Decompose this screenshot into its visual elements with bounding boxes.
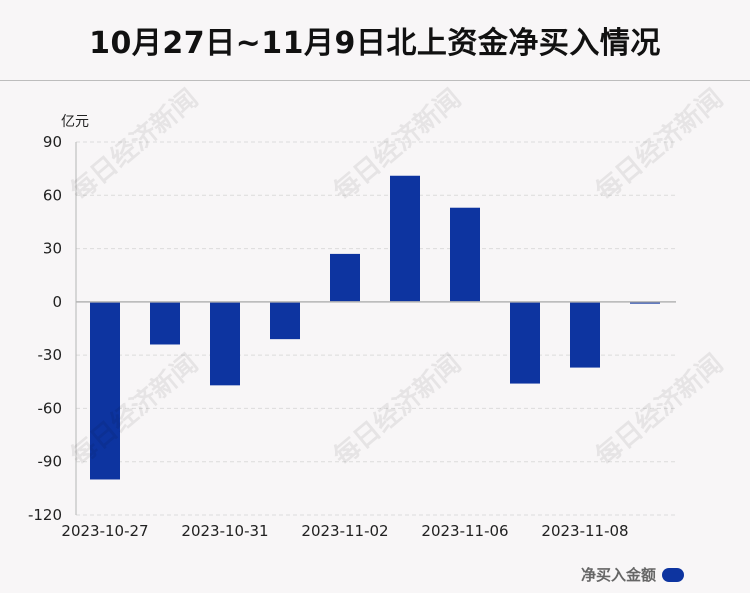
x-tick-label: 2023-10-31 <box>181 522 268 540</box>
y-tick-label: -90 <box>38 453 63 471</box>
x-tick-label: 2023-11-08 <box>541 522 628 540</box>
bar <box>210 301 240 386</box>
y-tick-label: -120 <box>28 506 62 524</box>
y-tick-label: 90 <box>43 133 62 151</box>
bar <box>270 301 300 340</box>
title-bar: 10月27日~11月9日北上资金净买入情况 <box>0 0 750 80</box>
bar <box>630 301 660 304</box>
legend: 净买入金额 <box>581 564 684 585</box>
x-tick-label: 2023-10-27 <box>61 522 148 540</box>
legend-label: 净买入金额 <box>580 566 656 584</box>
bar <box>450 207 480 302</box>
y-tick-label: 60 <box>43 186 62 204</box>
chart-title: 10月27日~11月9日北上资金净买入情况 <box>89 26 661 61</box>
y-tick-label: 0 <box>52 293 62 311</box>
bar <box>510 301 540 384</box>
y-tick-label: 30 <box>43 240 62 258</box>
bar <box>390 175 420 302</box>
title-divider <box>0 80 750 81</box>
y-tick-label: -60 <box>38 399 63 417</box>
bar <box>570 301 600 368</box>
y-axis-unit: 亿元 <box>61 114 89 130</box>
x-tick-label: 2023-11-02 <box>301 522 388 540</box>
y-tick-label: -30 <box>38 346 63 364</box>
bar <box>150 301 180 345</box>
bar <box>90 301 120 480</box>
x-tick-label: 2023-11-06 <box>421 522 508 540</box>
bar <box>330 253 360 302</box>
legend-swatch <box>662 567 684 582</box>
